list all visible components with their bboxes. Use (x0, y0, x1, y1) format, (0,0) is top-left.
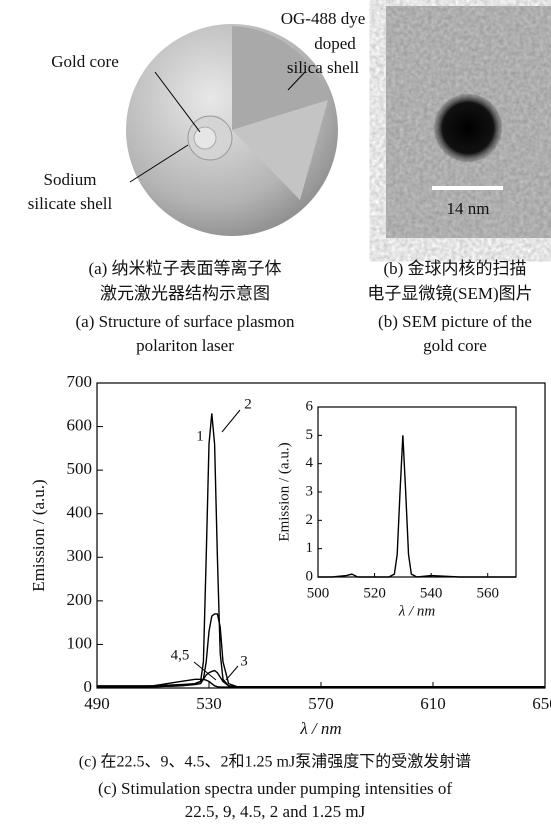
y-tick-label: 5 (306, 427, 314, 443)
y-tick-label: 500 (67, 459, 93, 478)
x-tick-label: 650 (532, 694, 551, 713)
spectrum-line (97, 414, 545, 687)
caption: 激元激光器结构示意图 (100, 284, 270, 303)
series-label: 2 (244, 396, 252, 412)
figure: OG-488 dye doped silica shell Gold core … (0, 0, 551, 829)
label: Gold core (51, 52, 119, 71)
caption: 电子显微镜(SEM)图片 (367, 284, 532, 303)
scale-label: 14 nm (447, 199, 490, 218)
caption: (b) SEM picture of the (378, 312, 532, 331)
series-leader (222, 410, 240, 432)
series-label: 4,5 (171, 647, 190, 663)
plot-frame (97, 383, 545, 688)
y-tick-label: 4 (306, 455, 314, 471)
y-tick-label: 100 (67, 633, 93, 652)
y-tick-label: 2 (306, 512, 314, 528)
spectrum-line (318, 435, 516, 577)
caption: polariton laser (136, 336, 234, 355)
caption: gold core (423, 336, 487, 355)
y-tick-label: 600 (67, 415, 93, 434)
label: doped (314, 34, 356, 53)
x-tick-label: 570 (308, 694, 334, 713)
caption: (a) 纳米粒子表面等离子体 (88, 259, 281, 278)
x-tick-label: 490 (84, 694, 110, 713)
caption: (b) 金球内核的扫描 (383, 259, 526, 278)
x-axis-label: λ / nm (398, 603, 436, 619)
spectrum-line (97, 614, 545, 687)
x-tick-label: 540 (420, 585, 443, 601)
caption: (c) 在22.5、9、4.5、2和1.25 mJ泵浦强度下的受激发射谱 (79, 753, 471, 771)
label: silicate shell (28, 194, 113, 213)
x-tick-label: 530 (196, 694, 222, 713)
y-tick-label: 200 (67, 590, 93, 609)
gold-core (194, 127, 216, 149)
y-tick-label: 1 (306, 540, 314, 556)
series-label: 3 (240, 653, 248, 669)
x-tick-label: 610 (420, 694, 446, 713)
page: {"panel_a": {"labels": {"outer_shell": [… (0, 0, 551, 829)
y-tick-label: 400 (67, 503, 93, 522)
label: silica shell (287, 58, 360, 77)
y-tick-label: 6 (306, 398, 314, 414)
x-axis-label: λ / nm (299, 719, 341, 738)
y-tick-label: 700 (67, 372, 93, 391)
y-tick-label: 3 (306, 483, 314, 499)
y-axis-label: Emission / (a.u.) (276, 442, 292, 541)
nanoparticle (434, 94, 502, 162)
label: OG-488 dye (281, 9, 366, 28)
series-leader (226, 666, 238, 680)
y-tick-label: 300 (67, 546, 93, 565)
y-tick-label: 0 (84, 677, 93, 696)
x-tick-label: 500 (307, 585, 330, 601)
caption: (c) Stimulation spectra under pumping in… (98, 779, 452, 798)
x-tick-label: 560 (476, 585, 499, 601)
y-axis-label: Emission / (a.u.) (29, 479, 48, 591)
caption: (a) Structure of surface plasmon (75, 312, 295, 331)
series-label: 1 (196, 428, 204, 444)
x-tick-label: 520 (363, 585, 386, 601)
caption: 22.5, 9, 4.5, 2 and 1.25 mJ (185, 802, 366, 821)
label: Sodium (44, 170, 97, 189)
plot-frame (318, 407, 516, 577)
y-tick-label: 0 (306, 568, 314, 584)
